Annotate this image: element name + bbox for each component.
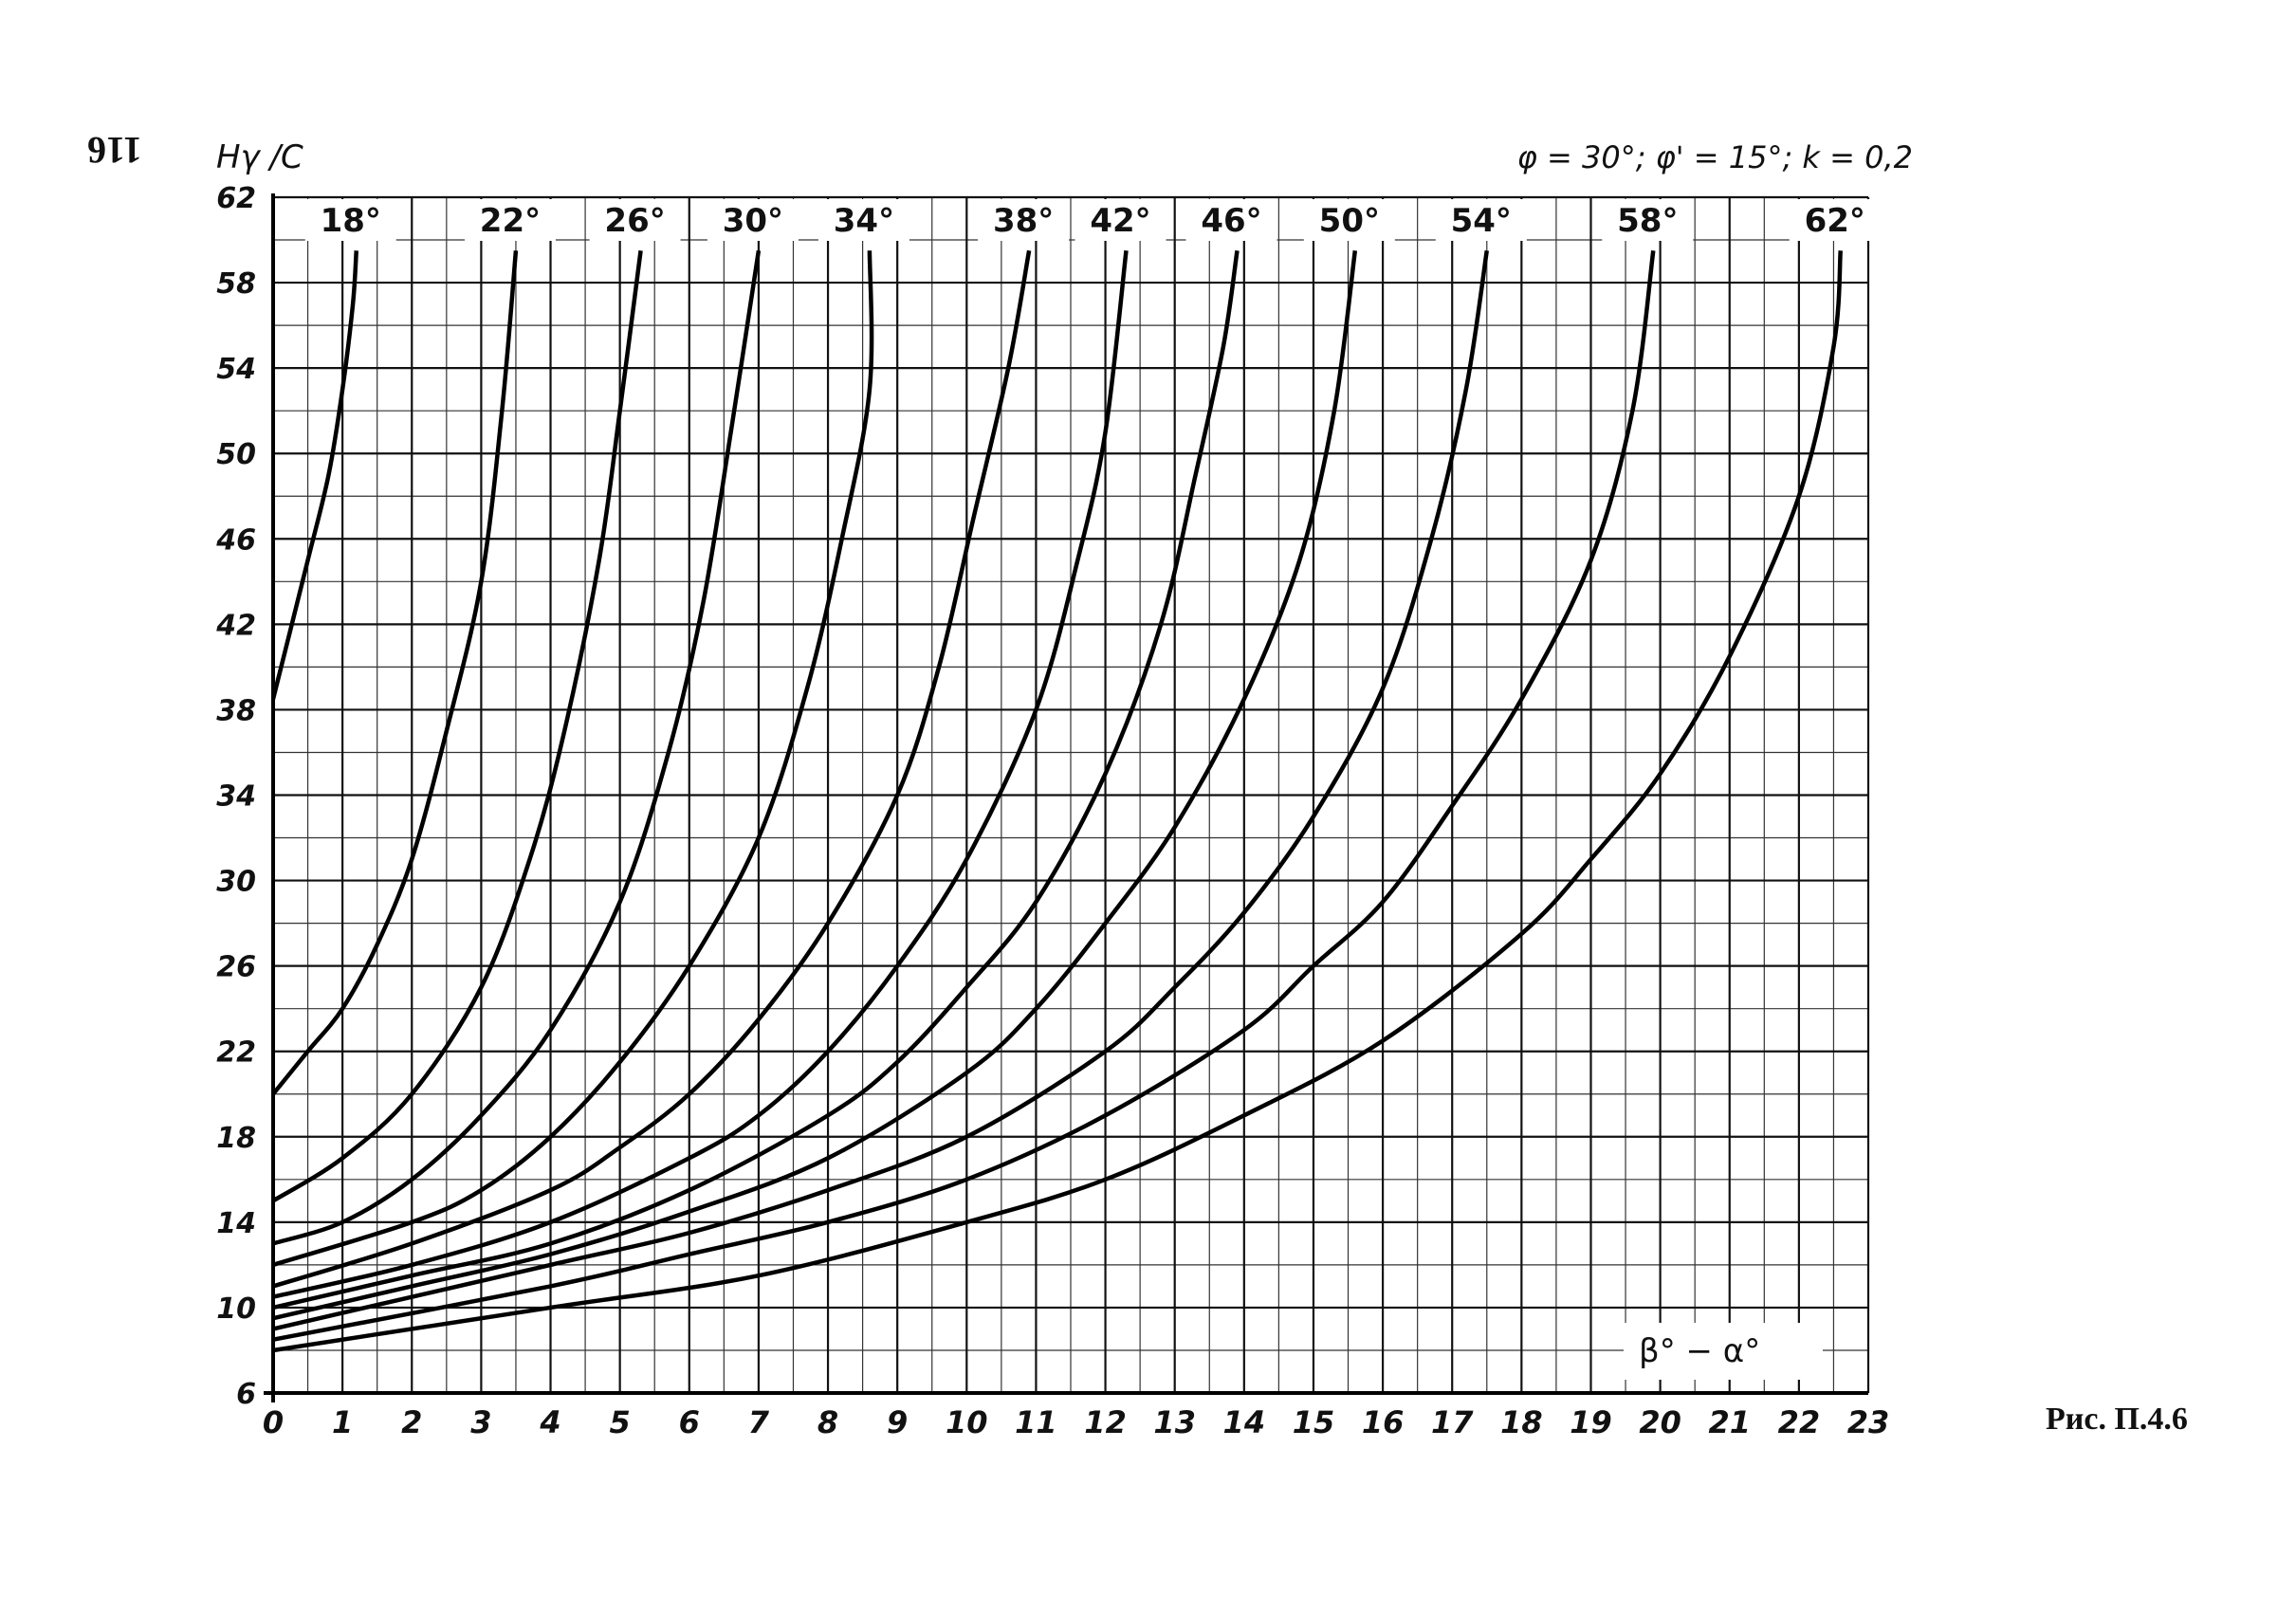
series-line [272,249,1240,1311]
series-label: 54° [1451,202,1512,240]
x-tick-label: 8 [817,1404,838,1440]
x-tick-label: 20 [1639,1404,1681,1440]
series-line [272,249,762,1246]
y-tick-labels: 6 10 14 18 22 26 30 34 38 42 46 50 54 58 62 [215,182,256,1411]
series-label-bg [1185,199,1277,241]
series-line [272,250,1129,1299]
x-tick-label: 16 [1362,1404,1405,1440]
series-label: 46° [1201,202,1261,240]
x-tick-label: 0 [263,1404,284,1440]
x-axis-label-box: β° − α° [1624,1323,1823,1380]
series-line [272,250,1656,1342]
x-tick-label: 11 [1015,1404,1057,1440]
series-label: 26° [604,202,665,240]
series-label-bg [1789,199,1881,241]
series-label-bg [1303,199,1395,241]
x-tick-label: 14 [1223,1404,1266,1440]
x-tick-label: 2 [401,1404,422,1440]
x-tick-label: 1 [332,1404,353,1440]
series-label-bg [978,199,1070,241]
y-tick-label: 26 [216,951,256,984]
y-tick-label: 18 [216,1122,256,1155]
y-tick-label: 46 [215,523,256,557]
x-tick-label: 7 [748,1404,770,1440]
x-tick-label: 22 [1778,1404,1821,1440]
series-label-bg [1075,199,1166,241]
series-line [272,250,1358,1321]
x-tick-label: 21 [1708,1404,1751,1440]
series-label: 18° [321,202,381,240]
series-line [271,250,519,1096]
series-label-bg [817,199,909,241]
series-line [271,250,643,1203]
axes [264,193,1868,1402]
y-tick-label: 14 [216,1207,256,1240]
y-axis-label: Hγ /C [216,138,303,176]
x-tick-label: 23 [1847,1404,1890,1440]
chart-title: φ = 30°; φ' = 15°; k = 0,2 [1517,139,1913,175]
series-label: 34° [834,202,894,240]
series-label: 42° [1090,202,1150,240]
series-line [272,249,1490,1331]
y-tick-label: 10 [216,1292,256,1326]
figure-caption: Рис. П.4.6 [2046,1402,2188,1437]
series-line [272,249,1032,1289]
y-tick-label: 42 [215,609,256,642]
y-tick-label: 34 [216,780,256,814]
x-tick-label: 17 [1431,1404,1474,1440]
series-label: 50° [1319,202,1380,240]
series-label-bg [1435,199,1527,241]
x-tick-label: 12 [1084,1404,1127,1440]
y-tick-label: 50 [216,438,256,471]
x-tick-labels: 0 1 2 3 4 5 6 7 8 9 10 11 12 13 14 15 16 17 18 19 20 21 22 23 [263,1404,1889,1440]
series-label: 62° [1805,202,1865,240]
series-label-bg [589,199,681,241]
y-tick-label: 62 [216,182,256,215]
x-tick-label: 18 [1500,1404,1543,1440]
x-axis-label: β° − α° [1639,1332,1760,1370]
x-tick-label: 10 [946,1404,988,1440]
series-curves [270,249,1843,1353]
x-tick-label: 3 [470,1404,491,1440]
x-tick-label: 15 [1293,1404,1335,1440]
series-line [270,250,359,700]
x-tick-label: 6 [679,1404,700,1440]
x-tick-label: 5 [610,1404,631,1440]
series-labels: 18° 22° 26° 30° 34° 38° 42° 46° 50° 54° 58° 62° [304,199,1881,241]
y-tick-label: 58 [216,267,256,301]
series-label: 22° [480,202,541,240]
x-tick-label: 4 [539,1404,560,1440]
x-tick-label: 13 [1153,1404,1196,1440]
y-tick-label: 38 [216,694,256,727]
y-tick-label: 6 [236,1378,256,1411]
series-label-bg [1602,199,1694,241]
x-tick-label: 19 [1570,1404,1612,1440]
series-label: 30° [723,202,783,240]
series-label: 58° [1617,202,1678,240]
x-tick-label: 9 [887,1404,908,1440]
y-tick-label: 22 [216,1036,256,1070]
series-label: 38° [993,202,1054,240]
series-line [272,250,874,1268]
series-label-bg [707,199,799,241]
y-tick-label: 54 [216,353,256,386]
series-label-bg [464,199,556,241]
series-label-bg [304,199,396,241]
series-line [272,250,1843,1353]
y-tick-label: 30 [216,866,256,899]
